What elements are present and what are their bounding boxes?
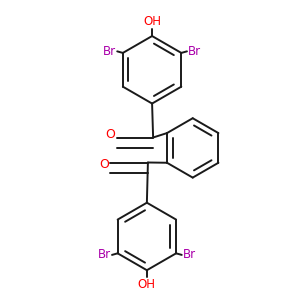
- Text: Br: Br: [183, 248, 196, 261]
- Text: O: O: [105, 128, 115, 142]
- Text: Br: Br: [98, 248, 111, 261]
- Text: OH: OH: [138, 278, 156, 291]
- Text: OH: OH: [143, 15, 161, 28]
- Text: Br: Br: [103, 45, 116, 58]
- Text: Br: Br: [188, 45, 201, 58]
- Text: O: O: [99, 158, 109, 172]
